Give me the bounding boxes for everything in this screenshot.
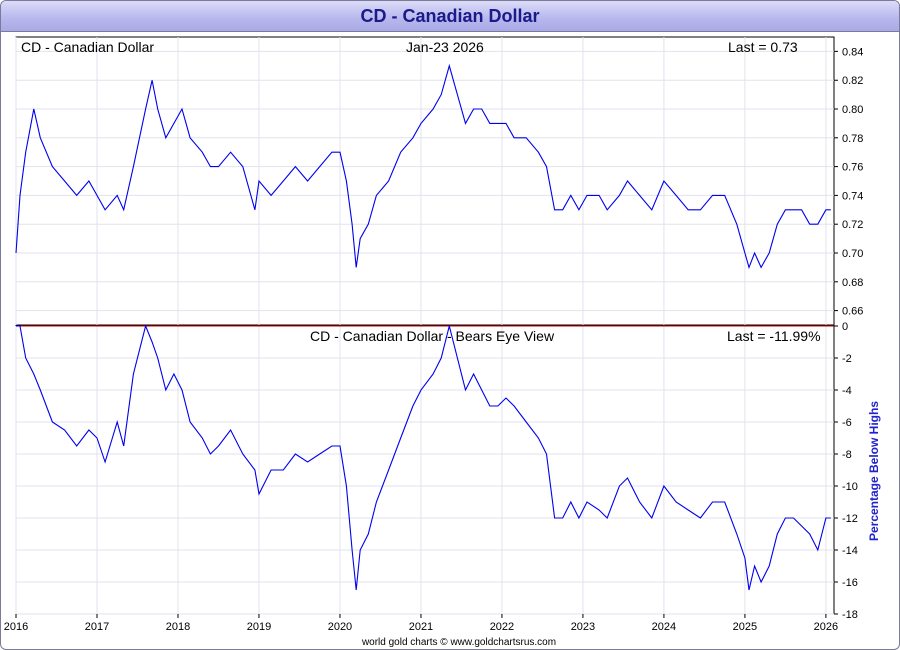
x-tick-label: 2020 <box>328 621 352 633</box>
price-y-tick-label: 0.76 <box>842 162 863 174</box>
bears-y-tick-label: -8 <box>842 449 852 461</box>
bears-grid <box>15 325 834 615</box>
price-y-axis: 0.66 0.68 0.70 0.72 0.74 0.76 0.78 0.80 0.82 0.84 <box>834 46 863 318</box>
price-y-tick-label: 0.78 <box>842 133 863 145</box>
x-tick-label: 2025 <box>733 621 757 633</box>
x-tick-label: 2016 <box>4 621 28 633</box>
bears-y-tick-label: -4 <box>842 385 852 397</box>
price-series-line <box>15 63 831 270</box>
bears-y-tick-label: -18 <box>842 609 858 621</box>
price-panel: CD - Canadian Dollar Jan-23 2026 Last = … <box>15 36 863 326</box>
price-y-tick-label: 0.66 <box>842 306 863 318</box>
bears-eye-panel: CD - Canadian Dollar - Bears Eye View La… <box>15 321 881 621</box>
x-tick-label: 2018 <box>166 621 190 633</box>
price-y-tick-label: 0.72 <box>842 219 863 231</box>
price-chart-title: CD - Canadian Dollar <box>21 39 154 55</box>
x-axis: 2016 2017 2018 2019 2020 2021 2022 2023 2024 2025… <box>4 614 838 633</box>
price-plot-area <box>15 36 835 326</box>
x-tick-label: 2019 <box>247 621 271 633</box>
x-tick-label: 2024 <box>652 621 676 633</box>
bears-y-tick-label: -12 <box>842 513 858 525</box>
bears-y-tick-label: -16 <box>842 577 858 589</box>
window-title: CD - Canadian Dollar <box>1 1 899 32</box>
price-y-tick-label: 0.68 <box>842 277 863 289</box>
bears-last-label: Last = -11.99% <box>727 328 821 344</box>
price-date-label: Jan-23 2026 <box>406 39 484 55</box>
x-tick-label: 2023 <box>571 621 595 633</box>
price-y-tick-label: 0.80 <box>842 104 863 116</box>
bears-plot-area <box>15 325 835 615</box>
bears-y-axis-label: Percentage Below Highs <box>867 401 881 541</box>
bears-y-tick-label: 0 <box>842 321 848 333</box>
bears-y-tick-label: -2 <box>842 353 852 365</box>
x-tick-label: 2021 <box>409 621 433 633</box>
bears-series-line <box>16 324 831 591</box>
footer-credit: world gold charts © www.goldchartsrus.co… <box>361 637 556 648</box>
price-y-tick-label: 0.82 <box>842 75 863 87</box>
bears-y-tick-label: -10 <box>842 481 858 493</box>
bears-y-tick-label: -6 <box>842 417 852 429</box>
bears-chart-title: CD - Canadian Dollar - Bears Eye View <box>310 328 555 344</box>
x-tick-label: 2022 <box>490 621 514 633</box>
price-y-tick-label: 0.84 <box>842 46 863 58</box>
price-y-tick-label: 0.74 <box>842 190 863 202</box>
bears-y-axis: 0 -2 -4 -6 -8 -10 -12 -14 -16 -18 <box>834 321 858 621</box>
x-tick-label: 2017 <box>85 621 109 633</box>
price-last-label: Last = 0.73 <box>728 39 798 55</box>
x-tick-label: 2026 <box>814 621 838 633</box>
price-grid <box>15 37 834 325</box>
price-y-tick-label: 0.70 <box>842 248 863 260</box>
bears-y-tick-label: -14 <box>842 545 858 557</box>
